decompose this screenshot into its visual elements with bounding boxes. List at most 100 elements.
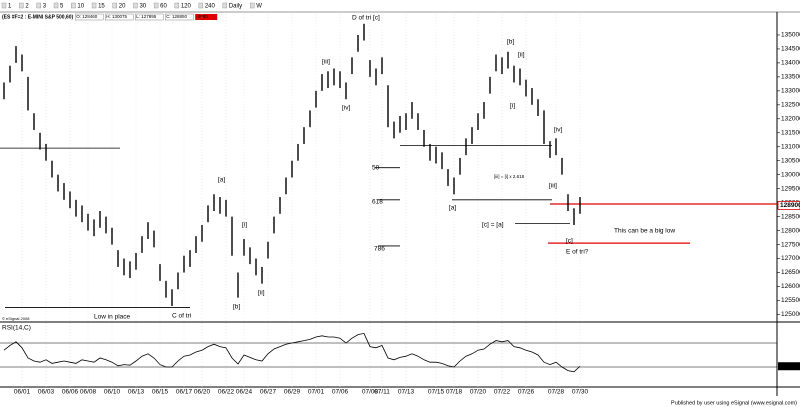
y-tick-label: 132000 bbox=[781, 116, 800, 123]
interval-button[interactable]: 5 bbox=[60, 4, 64, 10]
y-tick-label: 130000 bbox=[781, 171, 800, 178]
annotation: [ii] bbox=[518, 52, 525, 59]
annotation: [c] = [a] bbox=[482, 222, 504, 229]
x-tick-label: 07/08 bbox=[362, 389, 379, 396]
symbol: (ES #F=2 : E-MINI S&P 500,60) bbox=[2, 14, 74, 20]
x-tick-label: 06/24 bbox=[236, 389, 253, 396]
y-tick-label: 127500 bbox=[781, 241, 800, 248]
x-tick-label: 06/27 bbox=[260, 389, 277, 396]
x-tick-label: 06/08 bbox=[80, 389, 97, 396]
x-tick-label: 07/18 bbox=[446, 389, 463, 396]
y-tick-label: 126500 bbox=[781, 269, 800, 276]
x-tick-label: 06/06 bbox=[62, 389, 79, 396]
interval-button[interactable]: 30 bbox=[139, 4, 146, 10]
button-box bbox=[91, 2, 97, 9]
x-tick-label: 06/03 bbox=[38, 389, 55, 396]
rsi-last: 31.27 bbox=[780, 363, 797, 370]
footer: Published by user using eSignal (www.esi… bbox=[671, 400, 797, 406]
y-tick-label: 131000 bbox=[781, 143, 800, 150]
rsi-title: RSI(14,C) bbox=[2, 325, 31, 332]
annotation: [c] bbox=[566, 238, 573, 245]
interval-button[interactable]: 240 bbox=[205, 4, 216, 10]
annotation: 786 bbox=[374, 246, 385, 253]
interval-button[interactable]: 3 bbox=[43, 4, 47, 10]
button-box bbox=[1, 2, 7, 9]
annotation: [iii] = [i] x 2.618 bbox=[494, 174, 525, 179]
x-tick-label: 06/13 bbox=[128, 389, 145, 396]
interval-button[interactable]: 60 bbox=[160, 4, 167, 10]
button-box bbox=[19, 2, 24, 9]
x-tick-label: 06/10 bbox=[104, 389, 121, 396]
y-tick-label: 128000 bbox=[781, 227, 800, 234]
quote: O: 128460 bbox=[76, 14, 98, 19]
annotation: [iii] bbox=[322, 59, 330, 66]
copyright: © eSignal 2008 bbox=[2, 316, 30, 321]
button-box bbox=[198, 2, 204, 9]
x-tick-label: 07/22 bbox=[494, 389, 511, 396]
y-tick-label: 125000 bbox=[781, 311, 800, 318]
quote-box bbox=[134, 13, 164, 21]
annotation: [iv] bbox=[342, 105, 351, 112]
quote-box bbox=[104, 13, 134, 21]
interval-button[interactable]: 15 bbox=[98, 4, 105, 10]
change-box bbox=[195, 14, 218, 20]
rsi-line bbox=[3, 332, 581, 373]
button-box bbox=[174, 2, 180, 9]
y-tick-label: 133500 bbox=[781, 74, 800, 81]
quote: L: 127895 bbox=[136, 14, 157, 19]
annotation: [iii] bbox=[549, 183, 557, 190]
x-tick-label: 07/11 bbox=[374, 389, 390, 396]
interval-button[interactable]: Daily bbox=[229, 4, 242, 10]
change: -3050 bbox=[196, 14, 208, 19]
annotation: D of tri [c] bbox=[352, 15, 380, 22]
x-tick-label: 07/20 bbox=[470, 389, 487, 396]
annotation: 50 bbox=[372, 165, 380, 172]
x-tick-label: 07/30 bbox=[572, 389, 589, 396]
button-box bbox=[53, 2, 59, 9]
x-tick-label: 06/01 bbox=[14, 389, 31, 396]
annotation: [i] bbox=[242, 222, 247, 229]
interval-button[interactable]: 120 bbox=[181, 4, 192, 10]
annotation: [iv] bbox=[554, 127, 563, 134]
x-tick-label: 06/17 bbox=[176, 389, 193, 396]
y-tick-label: 134000 bbox=[781, 60, 800, 67]
button-box bbox=[249, 2, 255, 9]
x-tick-label: 07/01 bbox=[308, 389, 325, 396]
y-tick-label: 129500 bbox=[781, 185, 800, 192]
interval-button[interactable]: W bbox=[256, 4, 262, 10]
y-tick-label: 127000 bbox=[781, 255, 800, 262]
x-tick-label: 06/29 bbox=[284, 389, 301, 396]
quote: C: 128850 bbox=[166, 14, 187, 19]
y-tick-label: 128500 bbox=[781, 213, 800, 220]
y-tick-label: 134500 bbox=[781, 46, 800, 53]
interval-button[interactable]: 1 bbox=[8, 4, 12, 10]
annotation: E of tri? bbox=[566, 249, 589, 256]
annotation: C of tri bbox=[172, 313, 191, 320]
quote-box bbox=[164, 13, 194, 21]
last-price-box bbox=[777, 201, 800, 210]
button-box bbox=[112, 2, 117, 9]
button-box bbox=[71, 2, 76, 9]
x-tick-label: 06/22 bbox=[218, 389, 235, 396]
annotation: 618 bbox=[372, 199, 383, 206]
x-tick-label: 07/28 bbox=[548, 389, 565, 396]
interval-button[interactable]: 20 bbox=[119, 4, 126, 10]
y-tick-label: 130500 bbox=[781, 157, 800, 164]
y-tick-label: 133000 bbox=[781, 88, 800, 95]
button-box bbox=[222, 2, 228, 9]
interval-button[interactable]: 10 bbox=[77, 4, 84, 10]
x-tick-label: 06/20 bbox=[194, 389, 211, 396]
annotation: [a] bbox=[449, 205, 456, 212]
toolbar: 1 2 3 5 10 15 20 30 60 120 240 Daily W bbox=[1, 2, 262, 10]
y-tick-label: 132500 bbox=[781, 102, 800, 109]
quote: H: 130075 bbox=[106, 14, 127, 19]
last-price: 128900 bbox=[780, 202, 800, 209]
annotation: [ii] bbox=[258, 290, 265, 297]
x-tick-label: 07/26 bbox=[518, 389, 535, 396]
button-box bbox=[36, 2, 41, 9]
rsi-last-box bbox=[778, 362, 800, 371]
annotation: [b] bbox=[233, 304, 240, 311]
x-tick-label: 07/13 bbox=[398, 389, 415, 396]
interval-button[interactable]: 2 bbox=[25, 4, 29, 10]
